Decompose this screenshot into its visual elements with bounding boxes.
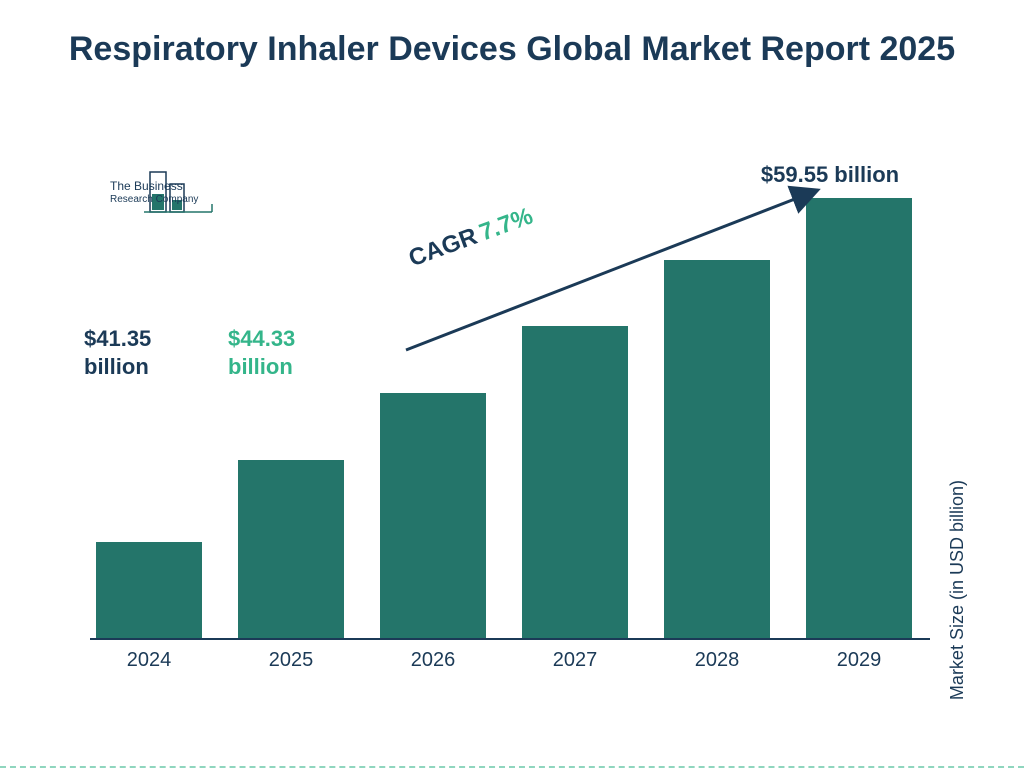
- bar-2024: [96, 542, 202, 638]
- chart-area: Market Size (in USD billion) 2024 2025 2…: [90, 160, 930, 680]
- x-label-2024: 2024: [96, 649, 202, 672]
- x-label-2026: 2026: [380, 649, 486, 672]
- value-label-2024: $41.35 billion: [84, 325, 194, 380]
- x-axis-line: [90, 638, 930, 640]
- value-label-2025-l1: $44.33: [228, 326, 295, 351]
- x-label-2027: 2027: [522, 649, 628, 672]
- value-label-2024-l2: billion: [84, 354, 149, 379]
- value-label-2025: $44.33 billion: [228, 325, 338, 380]
- bar-2027: [522, 326, 628, 638]
- y-axis-label: Market Size (in USD billion): [947, 480, 968, 700]
- x-label-2025: 2025: [238, 649, 344, 672]
- chart-container: Respiratory Inhaler Devices Global Marke…: [0, 0, 1024, 768]
- value-label-2024-l1: $41.35: [84, 326, 151, 351]
- trend-arrow-icon: [400, 170, 840, 370]
- bar-2025: [238, 460, 344, 638]
- x-label-2028: 2028: [664, 649, 770, 672]
- x-label-2029: 2029: [806, 649, 912, 672]
- chart-title: Respiratory Inhaler Devices Global Marke…: [0, 28, 1024, 71]
- value-label-2025-l2: billion: [228, 354, 293, 379]
- bar-2026: [380, 393, 486, 638]
